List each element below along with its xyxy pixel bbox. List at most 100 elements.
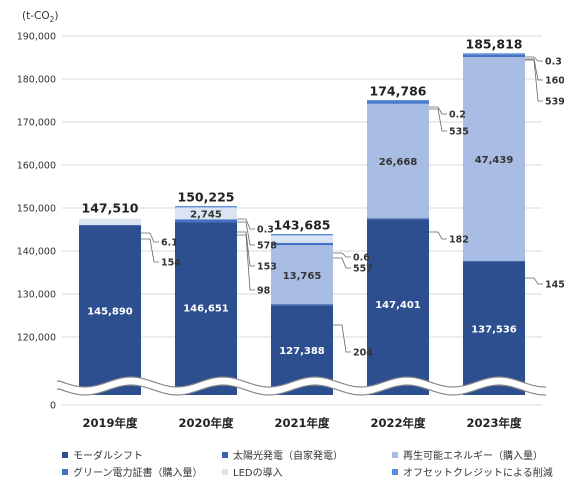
bar-segment [175, 222, 237, 395]
data-label: 0.3 [545, 57, 562, 68]
data-label: 145,890 [87, 306, 133, 317]
bar-segment [175, 219, 237, 222]
bar-segment [79, 225, 141, 395]
bar-segment [367, 100, 429, 102]
data-label: 539 [545, 97, 564, 108]
legend-swatch [62, 468, 68, 475]
leader-line [429, 108, 447, 132]
bar-segment [271, 242, 333, 246]
y-tick-label: 140,000 [17, 247, 56, 258]
leader-line [429, 106, 447, 115]
bar-segment [175, 206, 237, 208]
data-label: 0.3 [257, 225, 274, 236]
data-label: 26,668 [379, 157, 418, 168]
leader-line [333, 257, 351, 269]
data-label: 153 [257, 262, 277, 273]
total-label: 143,685 [274, 217, 331, 232]
x-tick-label: 2022年度 [370, 416, 426, 430]
legend-label: 再生可能エネルギー（購入量） [403, 451, 543, 462]
bar-segment [367, 101, 429, 104]
legend-item: グリーン電力証書（購入量） [62, 464, 203, 479]
legend-swatch [392, 451, 398, 458]
chart-svg: 0 120,000 130,000 140,000 150,000 160,000 170,… [17, 32, 564, 431]
y-tick-label: 180,000 [17, 75, 56, 86]
leader-line [525, 56, 543, 62]
data-label: 154 [161, 258, 181, 269]
leader-line [525, 59, 543, 102]
legend-label: 太陽光発電（自家発電） [233, 451, 343, 462]
bar-segment [271, 234, 333, 236]
leader-line [141, 238, 159, 263]
leader-line [525, 58, 543, 81]
axis-break-line [57, 384, 547, 396]
y-tick-label: 190,000 [17, 32, 56, 43]
data-label: 47,439 [475, 155, 514, 166]
leader-line [237, 221, 255, 246]
x-tick-label: 2019年度 [82, 416, 138, 430]
total-label: 174,786 [370, 83, 427, 98]
bar-segment [271, 245, 333, 305]
legend-item: モーダルシフト [62, 447, 143, 462]
data-label: 137,536 [471, 324, 517, 335]
y-tick-label: 120,000 [17, 333, 56, 344]
y-tick-label: 160,000 [17, 161, 56, 172]
legend-label: モーダルシフト [73, 451, 143, 462]
axis-break-line [57, 376, 547, 388]
legend-item: 再生可能エネルギー（購入量） [392, 447, 543, 462]
leader-line [237, 218, 255, 230]
y-tick-label: 150,000 [17, 204, 56, 215]
data-label: 160 [545, 76, 564, 87]
total-label: 147,510 [82, 201, 139, 216]
data-label: 98 [257, 286, 271, 297]
data-label: 127,388 [279, 346, 325, 357]
legend-label: LEDの導入 [233, 468, 283, 479]
y-axis-unit-label: (t-CO2) [22, 10, 59, 25]
x-tick-label: 2021年度 [274, 416, 330, 430]
bar-segment [463, 261, 525, 395]
x-tick-label: 2023年度 [466, 416, 522, 430]
x-tick-label: 2020年度 [178, 416, 234, 430]
y-tick-label: 130,000 [17, 290, 56, 301]
legend-item: LEDの導入 [222, 464, 283, 479]
leader-line [333, 252, 351, 258]
data-label: 146,651 [183, 303, 229, 314]
bar-segment [367, 219, 429, 395]
legend-item: オフセットクレジットによる削減 [392, 464, 553, 479]
data-label: 182 [449, 235, 469, 246]
bar-segment [463, 53, 525, 55]
bar-segment [271, 235, 333, 243]
bar-segment [79, 218, 141, 225]
data-label: 0.2 [449, 110, 466, 121]
leader-line [429, 231, 447, 240]
legend-swatch [392, 468, 398, 475]
y-tick-label: 170,000 [17, 118, 56, 129]
bar-segment [463, 54, 525, 57]
total-label: 185,818 [466, 37, 523, 52]
leader-line [141, 232, 159, 243]
data-label: 578 [257, 241, 277, 252]
data-label: 204 [353, 348, 373, 359]
legend-item: 太陽光発電（自家発電） [222, 447, 343, 462]
data-label: 145 [545, 280, 564, 291]
bar-segment [463, 56, 525, 261]
data-label: 13,765 [283, 271, 322, 282]
leader-line [525, 277, 543, 285]
data-label: 535 [449, 127, 469, 138]
data-label: 6.1 [161, 238, 178, 249]
leader-line [333, 324, 351, 353]
bar-segment [175, 207, 237, 220]
leader-line [237, 234, 255, 291]
data-label: 557 [353, 264, 373, 275]
data-label: 147,401 [375, 300, 421, 311]
bar-segment [367, 103, 429, 219]
legend-swatch [222, 468, 228, 475]
leader-line [237, 231, 255, 267]
data-label: 0.6 [353, 253, 370, 264]
legend-label: オフセットクレジットによる削減 [403, 468, 553, 479]
data-label: 2,745 [190, 209, 222, 220]
y-tick-label: 0 [50, 401, 56, 412]
axis-break-band [58, 377, 546, 395]
total-label: 150,225 [178, 189, 235, 204]
legend-label: グリーン電力証書（購入量） [73, 468, 203, 479]
